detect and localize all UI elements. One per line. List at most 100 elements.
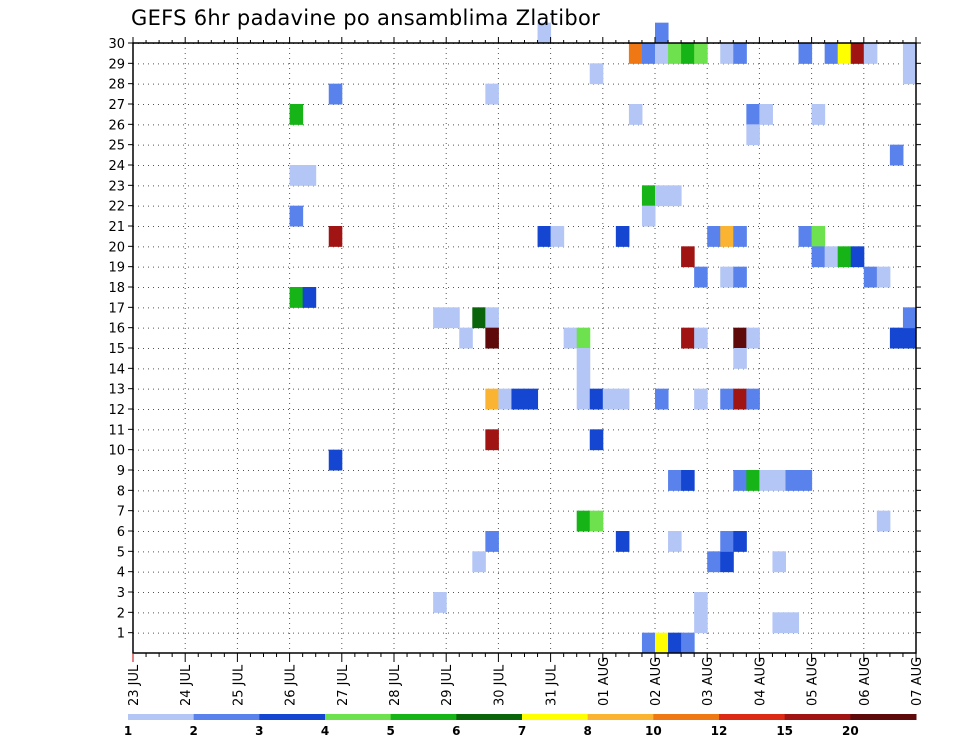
data-cell	[498, 388, 512, 410]
data-cell	[785, 612, 800, 634]
data-cell	[524, 388, 539, 410]
data-cell	[746, 327, 760, 349]
y-tick-label: 1	[117, 627, 125, 642]
y-tick-label: 15	[108, 342, 125, 357]
legend-swatch	[522, 714, 589, 720]
data-cell	[694, 592, 708, 613]
y-tick-label: 5	[117, 545, 125, 560]
data-cell	[563, 327, 578, 349]
data-cell	[576, 327, 591, 349]
data-cell	[694, 612, 708, 634]
data-cell	[576, 510, 591, 532]
legend-swatch	[850, 714, 917, 720]
data-cell	[485, 327, 499, 349]
legend-swatch	[325, 714, 392, 720]
legend-swatch	[719, 714, 786, 720]
legend-label: 2	[189, 724, 197, 738]
x-tick-label: 23 JUL	[127, 664, 142, 706]
data-cell	[615, 226, 630, 247]
data-cell	[615, 531, 630, 552]
x-tick-label: 28 JUL	[388, 664, 403, 706]
y-tick-label: 8	[117, 484, 125, 499]
data-cell	[837, 43, 852, 64]
data-cell	[733, 266, 747, 288]
y-tick-label: 9	[117, 464, 125, 479]
x-tick-label: 29 JUL	[440, 664, 455, 706]
y-tick-label: 11	[108, 423, 125, 438]
data-cell	[472, 551, 486, 573]
data-cell	[720, 531, 734, 552]
x-tick-label: 31 JUL	[545, 664, 560, 706]
data-cell	[681, 246, 695, 268]
data-cell	[733, 327, 747, 349]
legend-label: 10	[645, 724, 662, 738]
data-cell	[602, 388, 617, 410]
data-cell	[628, 43, 643, 64]
data-cell	[863, 266, 878, 288]
legend-label: 1	[124, 724, 132, 738]
y-tick-label: 23	[108, 179, 125, 194]
data-cell	[811, 226, 826, 247]
y-tick-label: 21	[108, 220, 125, 235]
data-cell	[811, 104, 826, 125]
x-tick-label: 05 AUG	[806, 657, 821, 706]
data-cell	[550, 226, 565, 247]
data-cell	[772, 612, 786, 634]
data-cell	[576, 368, 591, 390]
data-cell	[641, 632, 656, 654]
x-tick-label: 30 JUL	[492, 664, 507, 706]
legend-label: 5	[386, 724, 394, 738]
y-tick-label: 29	[108, 57, 125, 72]
data-cell	[681, 632, 695, 654]
data-cell	[850, 43, 865, 64]
data-cell	[772, 551, 786, 573]
y-tick-label: 10	[108, 444, 125, 459]
y-tick-label: 25	[108, 139, 125, 154]
data-cell	[628, 104, 643, 125]
y-tick-label: 28	[108, 78, 125, 93]
y-tick-label: 30	[108, 37, 125, 52]
data-cell	[798, 470, 813, 491]
data-cell	[511, 388, 525, 410]
data-cell	[772, 470, 786, 491]
y-tick-label: 27	[108, 98, 125, 113]
data-cell	[889, 144, 904, 166]
data-cell	[902, 63, 917, 85]
data-cell	[746, 104, 760, 125]
data-cell	[798, 43, 813, 64]
x-tick-label: 24 JUL	[179, 664, 194, 706]
data-cell	[641, 205, 656, 227]
data-cell	[655, 632, 669, 654]
data-cell	[433, 592, 447, 613]
data-cell	[668, 531, 682, 552]
data-cell	[876, 510, 891, 532]
data-cell	[668, 470, 682, 491]
data-cell	[485, 307, 499, 329]
data-cell	[785, 470, 800, 491]
x-tick-label: 27 JUL	[336, 664, 351, 706]
data-cell	[655, 43, 669, 64]
data-cell	[746, 388, 760, 410]
data-cell	[576, 348, 591, 369]
x-tick-label: 03 AUG	[701, 657, 716, 706]
data-cell	[615, 388, 630, 410]
legend-swatch	[259, 714, 326, 720]
data-cell	[746, 470, 760, 491]
data-cell	[641, 43, 656, 64]
data-cell	[863, 43, 878, 64]
data-cell	[876, 266, 891, 288]
legend-label: 20	[842, 724, 859, 738]
data-cell	[302, 287, 317, 308]
y-tick-label: 18	[108, 281, 125, 296]
legend-swatch	[653, 714, 720, 720]
legend-label: 8	[583, 724, 591, 738]
data-cell	[433, 307, 447, 329]
legend-label: 15	[776, 724, 793, 738]
data-cell	[733, 348, 747, 369]
data-cell	[576, 388, 591, 410]
data-cell	[720, 551, 734, 573]
data-cell	[289, 104, 304, 125]
data-cell	[485, 429, 499, 451]
legend-swatch	[193, 714, 260, 720]
data-cell	[328, 449, 343, 471]
